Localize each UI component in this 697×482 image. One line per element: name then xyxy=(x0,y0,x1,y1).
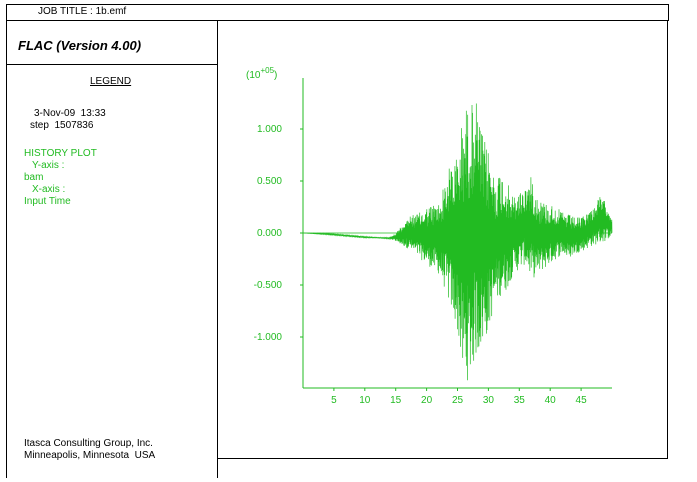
plot-date: 3-Nov-09 13:33 xyxy=(34,108,106,119)
y-multiplier: (10+05) xyxy=(246,66,277,81)
plot-area xyxy=(218,21,668,459)
y-tick-label: -1.000 xyxy=(254,332,283,343)
x-tick-label: 35 xyxy=(514,395,526,406)
job-title: JOB TITLE : 1b.emf xyxy=(38,6,127,17)
y-tick-label: -0.500 xyxy=(254,280,283,291)
divider xyxy=(6,64,218,65)
x-tick-label: 45 xyxy=(576,395,588,406)
series-line xyxy=(303,103,613,381)
x-tick-label: 15 xyxy=(390,395,402,406)
x-axis-label: X-axis : xyxy=(32,184,66,195)
legend-panel xyxy=(6,21,218,478)
y-axis-label: Y-axis : xyxy=(32,160,65,171)
x-tick-label: 40 xyxy=(545,395,557,406)
plot-step: step 1507836 xyxy=(30,120,94,131)
company-location: Minneapolis, Minnesota USA xyxy=(24,450,156,461)
app-title: FLAC (Version 4.00) xyxy=(18,38,142,53)
frame-edge xyxy=(668,4,669,21)
company-name: Itasca Consulting Group, Inc. xyxy=(24,438,153,449)
x-tick-label: 5 xyxy=(331,395,337,406)
history-plot-label: HISTORY PLOT xyxy=(24,148,97,159)
legend-title: LEGEND xyxy=(90,76,132,87)
y-tick-label: 0.500 xyxy=(257,176,282,187)
x-tick-label: 25 xyxy=(452,395,464,406)
y-tick-label: 0.000 xyxy=(257,228,282,239)
x-tick-label: 20 xyxy=(421,395,433,406)
y-tick-label: 1.000 xyxy=(257,124,282,135)
plot-frame xyxy=(6,4,668,478)
x-axis-value: Input Time xyxy=(24,196,71,207)
y-axis-value: bam xyxy=(24,172,44,183)
title-bar: JOB TITLE : 1b.emf xyxy=(6,4,668,21)
x-tick-label: 10 xyxy=(359,395,371,406)
x-tick-label: 30 xyxy=(483,395,495,406)
